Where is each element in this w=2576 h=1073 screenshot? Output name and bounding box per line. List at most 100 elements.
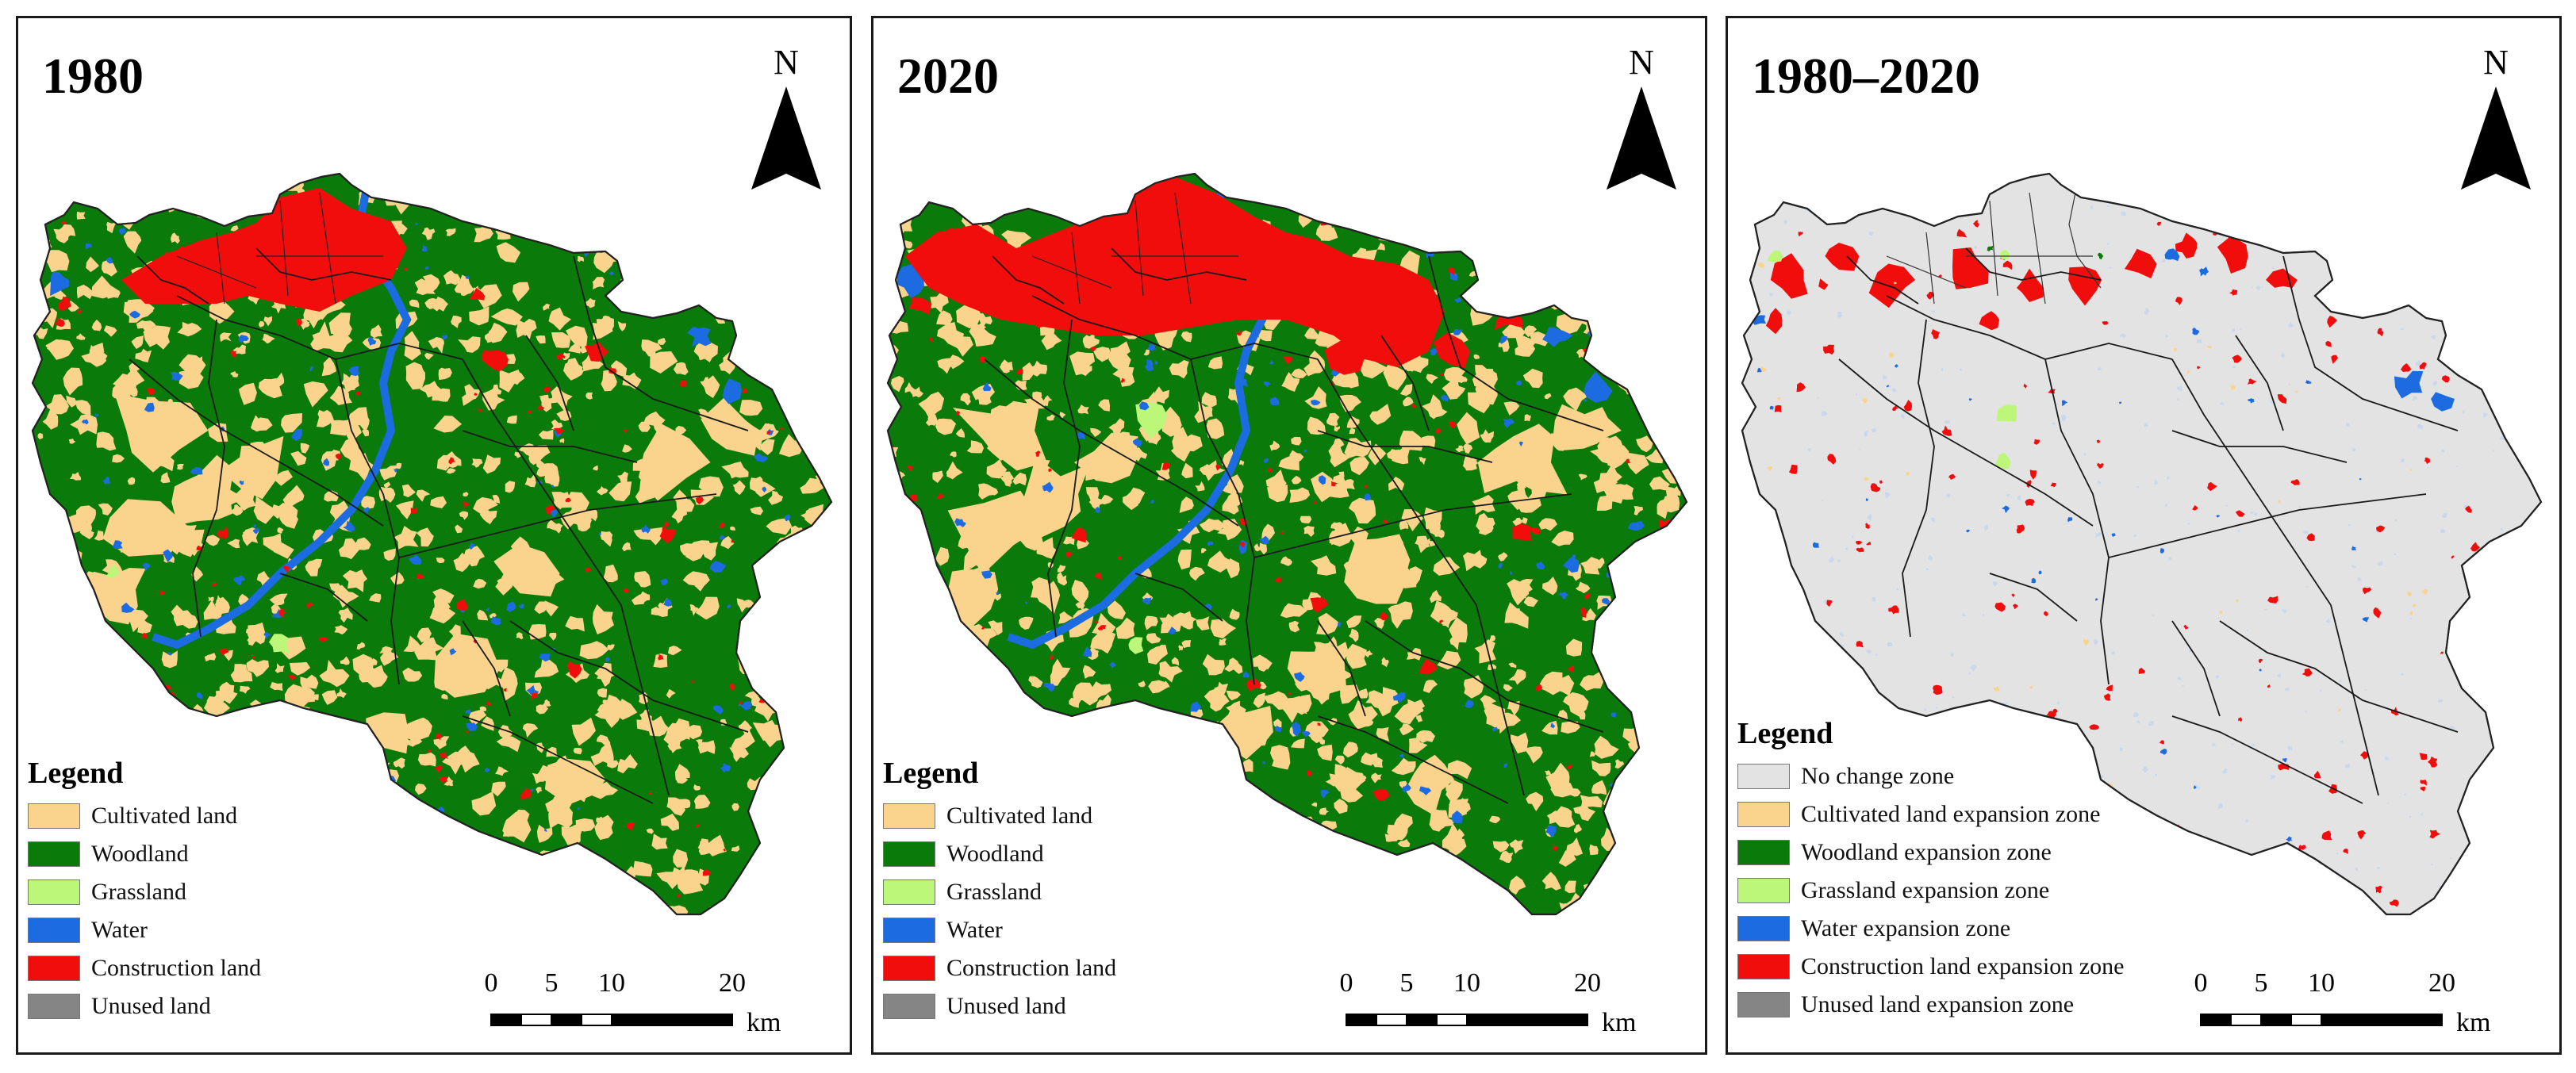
cultivated-patch bbox=[1190, 868, 1201, 882]
cultivated-patch bbox=[112, 454, 125, 463]
legend-label: Grassland expansion zone bbox=[1801, 877, 2050, 903]
cultivated-patch bbox=[363, 786, 388, 807]
cultivated-patch bbox=[497, 725, 513, 739]
cultivated-patch bbox=[332, 584, 359, 608]
cultivated-patch bbox=[764, 309, 777, 324]
district-boundary bbox=[462, 620, 511, 717]
minor-water-trace bbox=[2051, 422, 2056, 425]
scale-tick-label: 10 bbox=[1453, 968, 1480, 998]
land-change-map bbox=[1741, 172, 2543, 916]
cultivated-patch bbox=[646, 828, 654, 834]
cultivated-patch bbox=[937, 650, 948, 663]
cultivated-expansion-patch bbox=[1864, 477, 1870, 481]
cultivated-patch bbox=[1419, 873, 1443, 893]
cultivated-patch bbox=[1069, 696, 1082, 708]
district-boundary bbox=[136, 255, 209, 305]
construction-expansion-patch bbox=[2327, 316, 2338, 328]
water-patch bbox=[1142, 597, 1152, 605]
cultivated-patch bbox=[1082, 332, 1100, 349]
construction-patch bbox=[427, 749, 432, 753]
construction-patch bbox=[416, 573, 424, 579]
cultivated-patch bbox=[355, 905, 372, 914]
cultivated-patch bbox=[338, 538, 359, 560]
water-expansion-patch bbox=[1865, 498, 1868, 502]
water-patch bbox=[486, 607, 490, 611]
cultivated-patch bbox=[1136, 566, 1152, 579]
construction-patch bbox=[1411, 404, 1417, 408]
construction-patch bbox=[61, 220, 67, 224]
water-patch bbox=[720, 763, 731, 772]
cultivated-area bbox=[947, 490, 1044, 575]
construction-patch bbox=[543, 385, 551, 393]
cultivated-patch bbox=[1644, 393, 1665, 412]
cultivated-patch bbox=[790, 564, 811, 583]
cultivated-patch bbox=[1566, 837, 1583, 856]
minor-water-trace bbox=[1806, 699, 1812, 704]
water-patch bbox=[291, 429, 302, 442]
cultivated-expansion-patch bbox=[2230, 385, 2236, 391]
cultivated-patch bbox=[1518, 238, 1539, 255]
cultivated-patch bbox=[1000, 471, 1013, 485]
water-expansion-patch bbox=[1813, 542, 1819, 548]
water-patch bbox=[318, 734, 324, 738]
construction-expansion-patch bbox=[2165, 837, 2174, 846]
cultivated-patch bbox=[1492, 203, 1503, 213]
grassland-patch bbox=[1135, 402, 1167, 439]
cultivated-patch bbox=[891, 376, 904, 393]
cultivated-patch bbox=[1342, 742, 1358, 758]
cultivated-patch bbox=[1414, 440, 1423, 450]
cultivated-patch bbox=[1474, 243, 1491, 259]
scale-tick-label: 5 bbox=[544, 968, 559, 998]
construction-expansion-patch bbox=[2136, 825, 2144, 832]
cultivated-patch bbox=[403, 635, 422, 652]
water-patch bbox=[712, 705, 724, 715]
water-patch bbox=[1503, 763, 1507, 768]
cultivated-patch bbox=[950, 451, 957, 458]
cultivated-patch bbox=[966, 440, 985, 454]
cultivated-patch bbox=[914, 710, 942, 733]
water-patch bbox=[1154, 360, 1159, 365]
scale-bar: 0 5 10 20 km bbox=[2194, 968, 2528, 1048]
cultivated-patch bbox=[617, 880, 635, 901]
cultivated-patch bbox=[752, 350, 759, 356]
cultivated-patch bbox=[516, 632, 524, 640]
legend-items: No change zone Cultivated land expansion … bbox=[1737, 757, 2124, 1024]
cultivated-patch bbox=[1339, 479, 1355, 490]
cultivated-patch bbox=[1115, 853, 1134, 869]
cultivated-patch bbox=[1564, 880, 1576, 894]
water-expansion-patch bbox=[1965, 529, 1971, 533]
construction-patch bbox=[1317, 722, 1321, 726]
water-patch bbox=[144, 402, 155, 412]
cultivated-patch bbox=[1561, 721, 1580, 734]
cultivated-patch bbox=[1189, 828, 1219, 849]
cultivated-patch bbox=[492, 220, 500, 227]
cultivated-patch bbox=[736, 598, 750, 613]
minor-water-trace bbox=[1952, 696, 1955, 699]
cultivated-patch bbox=[444, 837, 461, 856]
cultivated-patch bbox=[271, 372, 285, 388]
cultivated-area bbox=[102, 499, 188, 557]
cultivated-patch bbox=[1269, 182, 1277, 189]
construction-patch bbox=[439, 776, 448, 784]
cultivated-patch bbox=[707, 906, 728, 914]
cultivated-patch bbox=[428, 336, 444, 354]
cultivated-patch bbox=[967, 713, 990, 728]
minor-water-trace bbox=[1837, 312, 1843, 318]
cultivated-patch bbox=[1614, 759, 1625, 769]
woodland-expansion bbox=[2097, 252, 2104, 260]
cultivated-patch bbox=[338, 607, 353, 623]
scale-bar-graphic bbox=[1346, 1014, 1588, 1026]
cultivated-expansion-patch bbox=[2236, 599, 2239, 604]
cultivated-patch bbox=[499, 905, 514, 914]
cultivated-patch bbox=[593, 465, 598, 471]
water-patch bbox=[47, 717, 56, 728]
construction-expansion-patch bbox=[1973, 220, 1979, 228]
construction-expansion-patch bbox=[2258, 658, 2263, 664]
construction-patch bbox=[1280, 531, 1284, 535]
cultivated-patch bbox=[334, 625, 348, 635]
cultivated-patch bbox=[1223, 895, 1231, 907]
cultivated-patch bbox=[420, 381, 442, 398]
water-patch bbox=[67, 671, 77, 678]
cultivated-patch bbox=[1419, 457, 1426, 466]
cultivated-patch bbox=[1573, 232, 1598, 253]
